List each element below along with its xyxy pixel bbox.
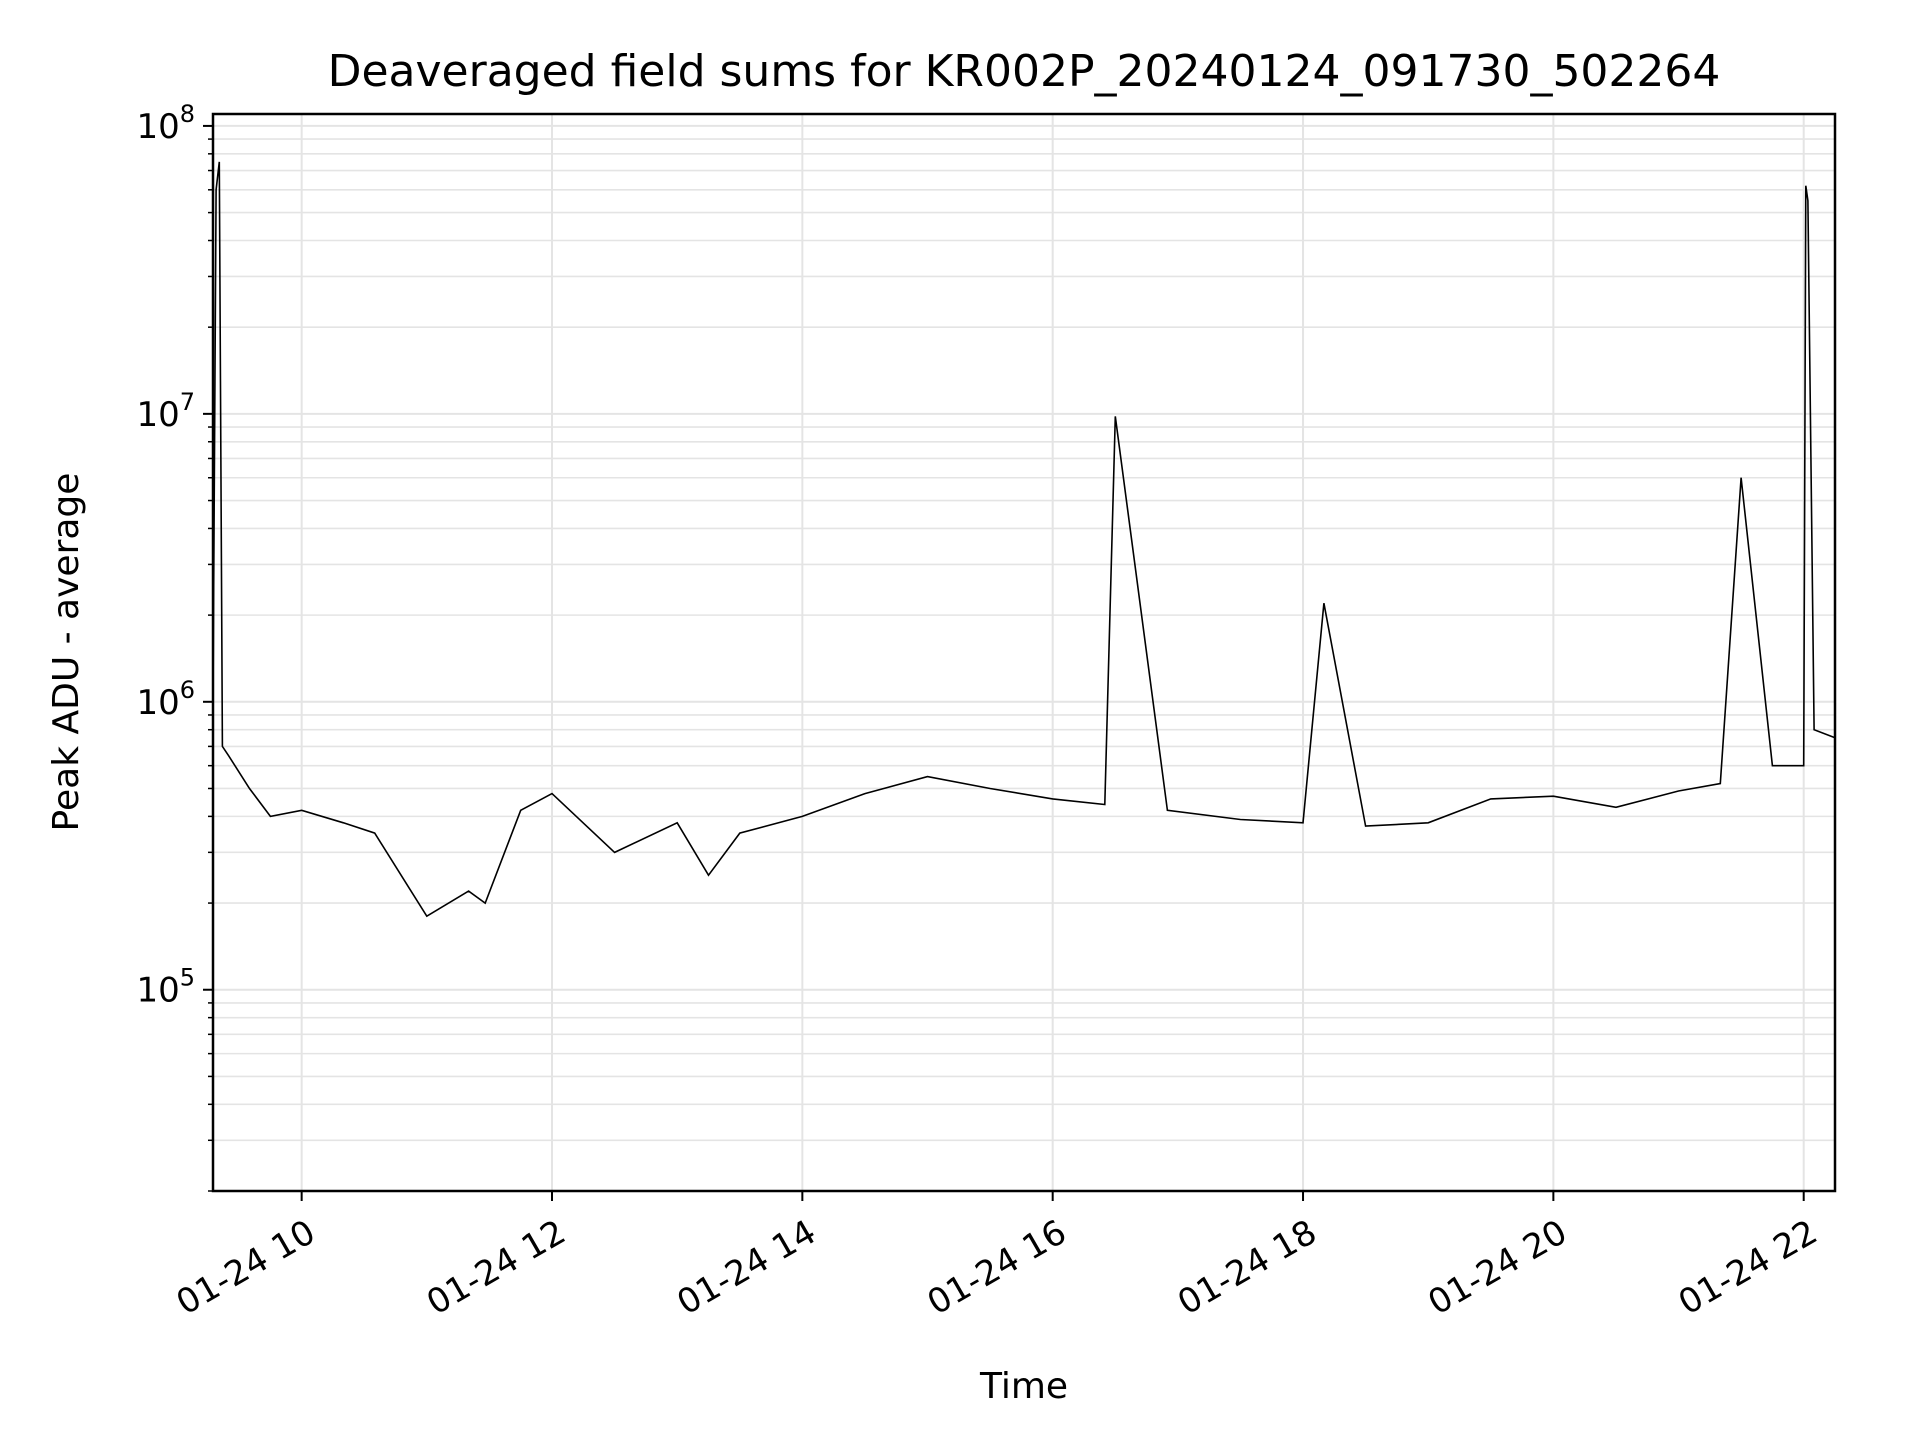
- series-line: [212, 161, 1836, 918]
- y-tick-label: 105: [136, 964, 195, 1011]
- y-axis-title: Peak ADU - average: [46, 473, 87, 832]
- x-tick-label: 01-24 16: [921, 1212, 1073, 1323]
- y-tick-label: 108: [136, 100, 195, 147]
- x-tick-label: 01-24 10: [170, 1212, 322, 1323]
- x-tick-label: 01-24 14: [670, 1212, 822, 1323]
- y-tick-label: 106: [136, 676, 195, 723]
- chart-title: Deaveraged field sums for KR002P_2024012…: [328, 46, 1721, 97]
- x-tick-label: 01-24 12: [420, 1212, 572, 1323]
- y-tick-label: 107: [136, 388, 195, 435]
- x-tick-label: 01-24 20: [1421, 1212, 1573, 1323]
- x-axis-title: Time: [979, 1366, 1068, 1407]
- grid-lines: [213, 114, 1835, 1192]
- x-tick-label: 01-24 22: [1672, 1212, 1824, 1323]
- series-layer: [212, 161, 1836, 918]
- x-tick-label: 01-24 18: [1171, 1212, 1323, 1323]
- plot-frame: [211, 112, 1837, 1193]
